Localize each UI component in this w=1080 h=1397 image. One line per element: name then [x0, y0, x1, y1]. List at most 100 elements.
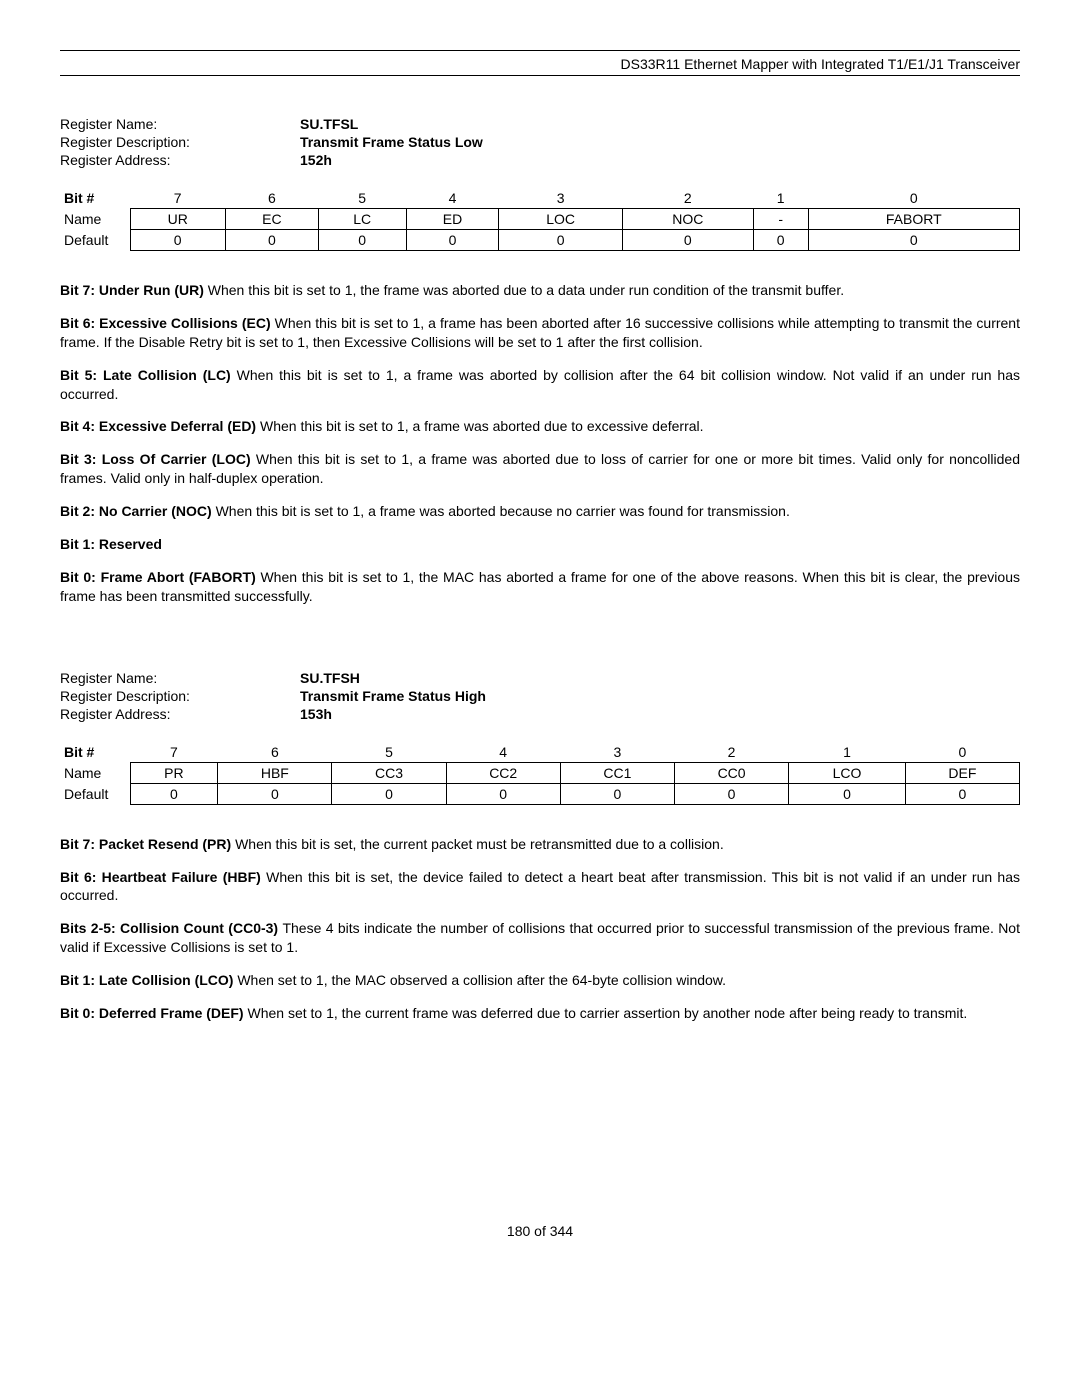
bit-number: 0 — [808, 188, 1019, 209]
bit-desc-bold: Bit 0: Deferred Frame (DEF) — [60, 1005, 247, 1021]
bit-desc-bold: Bit 2: No Carrier (NOC) — [60, 503, 216, 519]
bit-desc-bold: Bit 1: Reserved — [60, 536, 162, 552]
bit-name: FABORT — [808, 209, 1019, 230]
bit-default: 0 — [674, 783, 788, 804]
bit-desc-bold: Bit 1: Late Collision (LCO) — [60, 972, 237, 988]
register2-desc-label: Register Description: — [60, 688, 300, 704]
bit-default: 0 — [130, 783, 218, 804]
bit-desc-text: When set to 1, the current frame was def… — [247, 1005, 967, 1021]
bit-number: 0 — [905, 742, 1019, 763]
bit-default: 0 — [218, 783, 332, 804]
bit-desc-bold: Bit 4: Excessive Deferral (ED) — [60, 418, 260, 434]
bit-desc-text: When this bit is set to 1, the frame was… — [208, 282, 844, 298]
bit-description: Bit 3: Loss Of Carrier (LOC) When this b… — [60, 450, 1020, 488]
bit-name: LC — [318, 209, 406, 230]
bit-header-label: Bit # — [60, 742, 130, 763]
bit-default: 0 — [622, 230, 753, 251]
bit-name: LOC — [499, 209, 622, 230]
bit-number: 3 — [560, 742, 674, 763]
document-header: DS33R11 Ethernet Mapper with Integrated … — [60, 56, 1020, 75]
bit-number: 3 — [499, 188, 622, 209]
bit-desc-bold: Bit 5: Late Collision (LC) — [60, 367, 237, 383]
bit-desc-text: When set to 1, the MAC observed a collis… — [237, 972, 726, 988]
bit-default: 0 — [225, 230, 318, 251]
bit-description: Bit 6: Excessive Collisions (EC) When th… — [60, 314, 1020, 352]
bit-desc-text: When this bit is set to 1, a frame was a… — [260, 418, 704, 434]
bit-default: 0 — [130, 230, 225, 251]
register2-addr-value: 153h — [300, 706, 332, 722]
bit-name: CC0 — [674, 762, 788, 783]
bit-description: Bit 7: Under Run (UR) When this bit is s… — [60, 281, 1020, 300]
bit-desc-bold: Bit 7: Under Run (UR) — [60, 282, 208, 298]
header-top-rule — [60, 50, 1020, 51]
bit-number: 4 — [446, 742, 560, 763]
table-row: Name PR HBF CC3 CC2 CC1 CC0 LCO DEF — [60, 762, 1020, 783]
bit-default: 0 — [905, 783, 1019, 804]
table-row: Default 0 0 0 0 0 0 0 0 — [60, 230, 1020, 251]
bit-name: CC3 — [332, 762, 446, 783]
bit-description: Bit 2: No Carrier (NOC) When this bit is… — [60, 502, 1020, 521]
bit-desc-bold: Bit 3: Loss Of Carrier (LOC) — [60, 451, 256, 467]
bit-default: 0 — [753, 230, 808, 251]
bit-name: CC2 — [446, 762, 560, 783]
register2-name-label: Register Name: — [60, 670, 300, 686]
register1-desc-label: Register Description: — [60, 134, 300, 150]
bit-name: - — [753, 209, 808, 230]
register1-name-value: SU.TFSL — [300, 116, 358, 132]
bit-name: NOC — [622, 209, 753, 230]
register1-addr-label: Register Address: — [60, 152, 300, 168]
table-row: Name UR EC LC ED LOC NOC - FABORT — [60, 209, 1020, 230]
bit-default: 0 — [560, 783, 674, 804]
bit-description: Bit 0: Deferred Frame (DEF) When set to … — [60, 1004, 1020, 1023]
register1-bit-table: Bit # 7 6 5 4 3 2 1 0 Name UR EC LC ED L… — [60, 188, 1020, 251]
bit-name: PR — [130, 762, 218, 783]
table-row: Default 0 0 0 0 0 0 0 0 — [60, 783, 1020, 804]
bit-number: 6 — [225, 188, 318, 209]
bit-default: 0 — [332, 783, 446, 804]
register1-meta: Register Name: SU.TFSL Register Descript… — [60, 116, 1020, 168]
bit-desc-text: When this bit is set to 1, a frame was a… — [216, 503, 790, 519]
bit-header-label: Bit # — [60, 188, 130, 209]
bit-desc-bold: Bit 7: Packet Resend (PR) — [60, 836, 235, 852]
bit-name: DEF — [905, 762, 1019, 783]
register1-desc-value: Transmit Frame Status Low — [300, 134, 483, 150]
bit-name: EC — [225, 209, 318, 230]
bit-number: 7 — [130, 188, 225, 209]
register2-desc-value: Transmit Frame Status High — [300, 688, 486, 704]
bit-description: Bit 5: Late Collision (LC) When this bit… — [60, 366, 1020, 404]
default-row-label: Default — [60, 230, 130, 251]
bit-default: 0 — [789, 783, 906, 804]
bit-description: Bit 0: Frame Abort (FABORT) When this bi… — [60, 568, 1020, 606]
bit-number: 7 — [130, 742, 218, 763]
bit-number: 1 — [753, 188, 808, 209]
name-row-label: Name — [60, 209, 130, 230]
table-row: Bit # 7 6 5 4 3 2 1 0 — [60, 188, 1020, 209]
bit-description: Bit 7: Packet Resend (PR) When this bit … — [60, 835, 1020, 854]
bit-description: Bit 6: Heartbeat Failure (HBF) When this… — [60, 868, 1020, 906]
bit-default: 0 — [406, 230, 499, 251]
bit-number: 2 — [622, 188, 753, 209]
bit-desc-bold: Bit 0: Frame Abort (FABORT) — [60, 569, 260, 585]
bit-description: Bit 1: Late Collision (LCO) When set to … — [60, 971, 1020, 990]
bit-number: 5 — [332, 742, 446, 763]
bit-number: 2 — [674, 742, 788, 763]
name-row-label: Name — [60, 762, 130, 783]
bit-number: 6 — [218, 742, 332, 763]
register1-addr-value: 152h — [300, 152, 332, 168]
bit-number: 5 — [318, 188, 406, 209]
bit-default: 0 — [446, 783, 560, 804]
register2-bit-table: Bit # 7 6 5 4 3 2 1 0 Name PR HBF CC3 CC… — [60, 742, 1020, 805]
bit-name: UR — [130, 209, 225, 230]
bit-name: CC1 — [560, 762, 674, 783]
bit-number: 4 — [406, 188, 499, 209]
default-row-label: Default — [60, 783, 130, 804]
bit-number: 1 — [789, 742, 906, 763]
bit-desc-bold: Bits 2-5: Collision Count (CC0-3) — [60, 920, 282, 936]
bit-description: Bit 1: Reserved — [60, 535, 1020, 554]
page-footer: 180 of 344 — [60, 1223, 1020, 1239]
register1-name-label: Register Name: — [60, 116, 300, 132]
register2-name-value: SU.TFSH — [300, 670, 360, 686]
bit-default: 0 — [318, 230, 406, 251]
bit-desc-bold: Bit 6: Excessive Collisions (EC) — [60, 315, 275, 331]
register2-addr-label: Register Address: — [60, 706, 300, 722]
